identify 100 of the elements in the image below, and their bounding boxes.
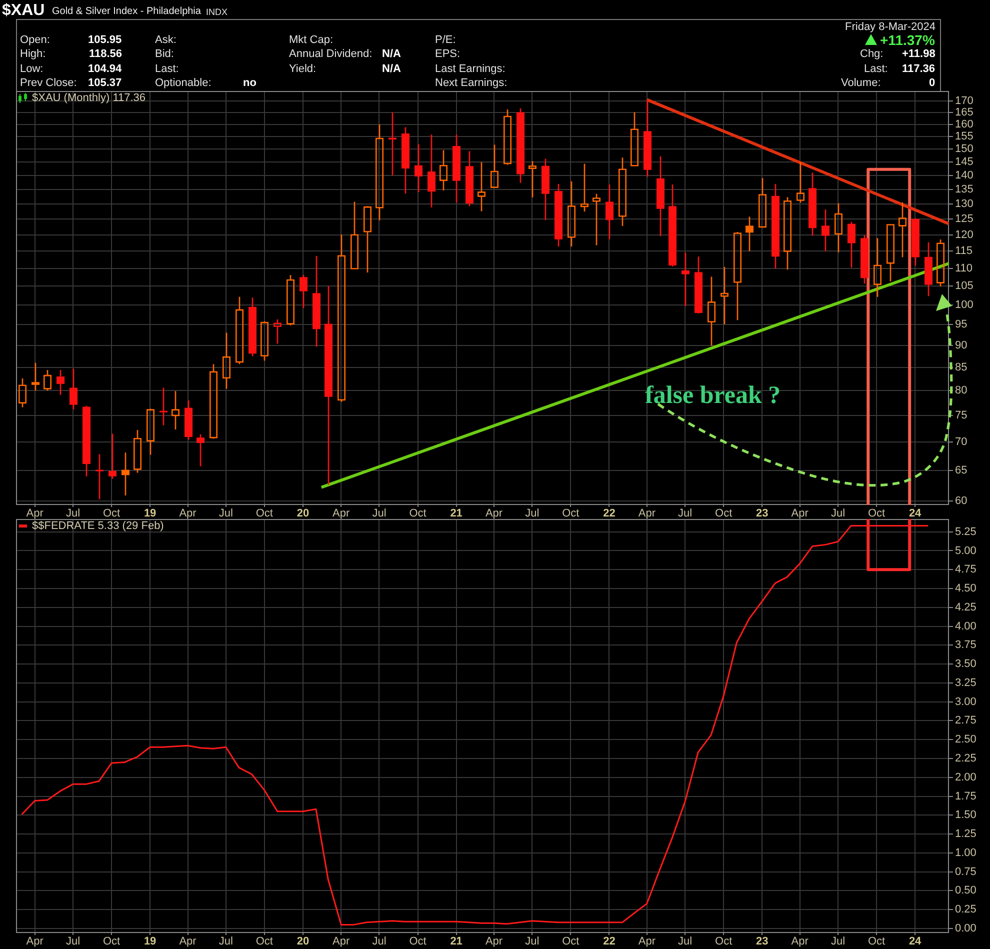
y-tick-label: 145 — [955, 156, 974, 168]
text: Gold & Silver Index - Philadelphia — [52, 6, 201, 17]
y-tick-label: 70 — [955, 436, 968, 448]
x-tick-label: Jul — [66, 936, 80, 948]
text: EPS: — [435, 48, 460, 61]
x-tick-label: 23 — [756, 936, 768, 948]
x-tick-label: Jul — [372, 936, 386, 948]
text: 105.37 — [88, 76, 122, 90]
text: Last Earnings: — [435, 62, 506, 76]
y-tick-label: 4.00 — [955, 620, 976, 632]
y-tick-label: 0.50 — [955, 884, 976, 897]
y-tick-label: 0.75 — [955, 866, 976, 878]
text: N/A — [382, 62, 401, 76]
text: no — [243, 76, 256, 90]
y-tick-label: 2.00 — [955, 771, 976, 784]
text: 104.94 — [88, 62, 122, 76]
y-tick-label: 0.25 — [955, 904, 976, 916]
text: Chg: — [860, 48, 884, 61]
x-tick-label: 20 — [296, 936, 310, 948]
y-tick-label: 115 — [955, 245, 973, 258]
text: Last: — [155, 62, 179, 76]
x-tick-label: 21 — [450, 936, 462, 948]
y-tick-label: 2.25 — [955, 752, 976, 765]
text: 118.56 — [89, 48, 122, 61]
text: Friday 8-Mar-2024 — [845, 20, 936, 34]
text: N/A — [382, 48, 401, 61]
x-tick-label: Jul — [372, 508, 386, 520]
x-tick-label: Jul — [678, 936, 692, 948]
x-tick-label: Oct — [102, 936, 120, 948]
x-tick-label: 22 — [603, 936, 616, 948]
y-tick-label: 4.75 — [955, 564, 976, 576]
y-tick-label: 75 — [955, 409, 968, 422]
y-tick-label: 130 — [955, 198, 974, 210]
x-tick-label: Jul — [525, 936, 540, 948]
y-tick-label: 120 — [955, 228, 974, 241]
text: 117.36 — [902, 62, 936, 76]
y-tick-label: 1.50 — [955, 809, 976, 822]
x-tick-label: Jul — [218, 508, 233, 520]
x-tick-label: 23 — [756, 508, 768, 520]
y-tick-label: 5.00 — [955, 544, 976, 557]
text: Low: — [20, 62, 44, 76]
y-tick-label: 1.25 — [955, 828, 976, 840]
x-tick-label: 19 — [144, 936, 156, 948]
text: 105.95 — [88, 34, 122, 46]
x-tick-label: 24 — [908, 508, 922, 520]
text: Optionable: — [155, 76, 212, 90]
y-tick-label: 65 — [955, 464, 968, 476]
text: +11.98 — [902, 48, 936, 61]
x-tick-label: 24 — [908, 936, 922, 948]
y-tick-label: 160 — [955, 118, 974, 130]
text: +11.37% — [880, 32, 935, 48]
y-tick-label: 2.50 — [955, 734, 976, 746]
y-tick-label: 110 — [955, 262, 973, 274]
text: $XAU — [2, 2, 45, 20]
x-tick-label: Oct — [102, 508, 120, 520]
x-tick-label: Jul — [830, 936, 846, 948]
text: Yield: — [289, 62, 316, 76]
text: Last: — [864, 62, 888, 76]
y-tick-label: 5.25 — [955, 526, 976, 538]
x-tick-label: Oct — [715, 936, 732, 948]
x-tick-label: Oct — [256, 936, 273, 948]
y-tick-label: 135 — [955, 184, 974, 196]
text: $XAU (Monthly) 117.36 — [32, 92, 146, 104]
y-tick-label: 3.00 — [955, 696, 976, 708]
y-tick-label: 3.25 — [955, 676, 976, 689]
x-tick-label: Oct — [409, 508, 426, 520]
text: INDX — [206, 6, 228, 17]
x-tick-label: 19 — [144, 508, 156, 520]
x-tick-label: Apr — [332, 508, 350, 520]
y-tick-label: 1.00 — [955, 846, 976, 859]
x-tick-label: 20 — [296, 508, 310, 520]
y-tick-label: 165 — [955, 106, 974, 119]
y-tick-label: 2.75 — [955, 714, 976, 727]
y-tick-label: 140 — [955, 170, 974, 182]
x-tick-label: Apr — [638, 936, 656, 948]
y-tick-label: 170 — [955, 95, 974, 108]
text: Volume: — [841, 76, 881, 90]
y-tick-label: 4.50 — [955, 582, 976, 595]
y-tick-label: 60 — [955, 495, 968, 508]
x-tick-label: Oct — [256, 508, 273, 520]
y-tick-label: 155 — [955, 130, 974, 143]
text: Next Earnings: — [435, 76, 508, 90]
y-tick-label: 3.75 — [955, 639, 976, 652]
text: 0 — [929, 76, 936, 90]
x-tick-label: Oct — [409, 936, 426, 948]
y-tick-label: 85 — [955, 361, 968, 374]
text: Ask: — [155, 34, 176, 46]
x-tick-label: Oct — [715, 508, 732, 520]
x-tick-label: Apr — [26, 936, 44, 948]
annotation: false break ? — [645, 382, 781, 409]
y-tick-label: 95 — [955, 318, 968, 331]
y-tick-label: 90 — [955, 339, 968, 352]
x-tick-label: 22 — [603, 508, 616, 520]
text: Prev Close: — [20, 76, 77, 90]
x-tick-label: Apr — [791, 508, 809, 520]
y-tick-label: 80 — [955, 384, 968, 397]
y-tick-label: 150 — [955, 143, 974, 156]
x-tick-label: Oct — [562, 936, 580, 948]
x-tick-label: Oct — [562, 508, 580, 520]
x-tick-label: Jul — [218, 936, 233, 948]
